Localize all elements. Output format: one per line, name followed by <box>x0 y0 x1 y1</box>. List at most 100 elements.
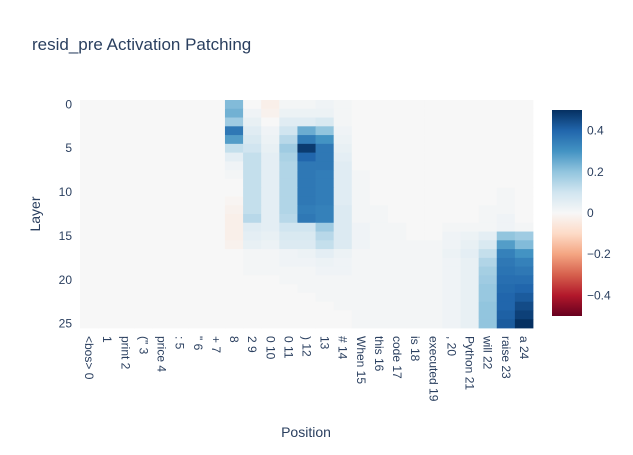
heatmap-cell <box>315 319 335 329</box>
heatmap-cell <box>98 117 117 127</box>
heatmap-cell <box>460 319 480 329</box>
heatmap-cell <box>442 222 461 232</box>
heatmap-cell <box>478 161 498 171</box>
heatmap-cell <box>98 178 117 189</box>
x-tick-label: raise 23 <box>499 336 513 379</box>
heatmap-cell <box>514 117 534 127</box>
heatmap-cell <box>116 187 135 197</box>
heatmap-cell <box>261 100 280 110</box>
heatmap-cell <box>333 222 353 232</box>
heatmap-cell <box>206 135 226 145</box>
heatmap-cell <box>424 214 443 224</box>
heatmap-cell <box>315 126 335 136</box>
heatmap-cell <box>315 187 335 197</box>
heatmap-cell <box>478 275 498 285</box>
heatmap-cell <box>188 196 208 206</box>
heatmap-cell <box>496 257 516 268</box>
heatmap-cell <box>224 135 244 145</box>
heatmap-cell <box>98 222 117 232</box>
heatmap-cell <box>152 100 171 110</box>
heatmap-cell <box>134 231 153 241</box>
heatmap-cell <box>333 187 353 197</box>
heatmap-cell <box>206 196 226 206</box>
heatmap-cell <box>460 205 480 215</box>
heatmap-cell <box>98 161 117 171</box>
heatmap-cell <box>134 222 153 232</box>
heatmap-cell <box>170 275 190 285</box>
heatmap-cell <box>442 231 461 241</box>
heatmap-cell <box>496 117 516 127</box>
heatmap-cell <box>424 108 443 118</box>
y-axis-title: Layer <box>27 196 43 231</box>
heatmap-cell <box>315 143 335 154</box>
heatmap-cell <box>514 135 534 145</box>
heatmap-cell <box>297 249 316 259</box>
heatmap-cell <box>188 249 208 259</box>
heatmap-cell <box>478 143 498 154</box>
heatmap-cell <box>315 266 335 276</box>
heatmap-cell <box>224 214 244 224</box>
heatmap-cell <box>514 214 534 224</box>
heatmap-cell <box>206 152 226 162</box>
heatmap-cell <box>496 301 516 311</box>
heatmap-cell <box>406 143 425 154</box>
heatmap-cell <box>152 240 171 250</box>
heatmap-cell <box>315 310 335 320</box>
colorbar-tick-label: 0.4 <box>587 124 604 138</box>
heatmap-cell <box>297 266 316 276</box>
heatmap-cell <box>98 292 117 303</box>
heatmap-cell <box>478 240 498 250</box>
heatmap-cell <box>188 100 208 110</box>
heatmap-cell <box>424 257 443 268</box>
heatmap-cell <box>152 178 171 189</box>
heatmap-cell <box>224 284 244 294</box>
heatmap-cell <box>261 292 280 303</box>
heatmap-cell <box>170 214 190 224</box>
heatmap-cell <box>152 292 171 303</box>
heatmap-cell <box>388 214 407 224</box>
heatmap-cell <box>369 170 389 180</box>
heatmap-cell <box>478 301 498 311</box>
heatmap-cell <box>478 205 498 215</box>
heatmap-cell <box>224 310 244 320</box>
heatmap-cell <box>514 143 534 154</box>
heatmap-cell <box>351 240 371 250</box>
heatmap-cell <box>460 161 480 171</box>
heatmap-cell <box>134 196 153 206</box>
heatmap-cell <box>188 240 208 250</box>
colorbar-tick-label: 0.2 <box>587 165 604 179</box>
heatmap-cell <box>134 178 153 189</box>
heatmap-cell <box>333 117 353 127</box>
heatmap-cell <box>496 284 516 294</box>
heatmap-cell <box>388 275 407 285</box>
heatmap-cell <box>351 249 371 259</box>
heatmap-cell <box>170 196 190 206</box>
heatmap-cell <box>152 310 171 320</box>
heatmap-cell <box>315 222 335 232</box>
heatmap-cell <box>243 187 262 197</box>
heatmap-cell <box>80 275 99 285</box>
heatmap-cell <box>351 178 371 189</box>
heatmap-cell <box>134 108 153 118</box>
heatmap-cell <box>152 170 171 180</box>
heatmap-cell <box>188 310 208 320</box>
heatmap-cell <box>424 196 443 206</box>
heatmap-cell <box>243 152 262 162</box>
heatmap-cell <box>279 161 298 171</box>
heatmap-cell <box>116 301 135 311</box>
heatmap-cell <box>98 249 117 259</box>
heatmap-cell <box>388 205 407 215</box>
heatmap-cell <box>206 108 226 118</box>
heatmap-cell <box>116 292 135 303</box>
heatmap-cell <box>351 257 371 268</box>
heatmap-cell <box>297 301 316 311</box>
heatmap-cell <box>98 266 117 276</box>
heatmap-cell <box>388 178 407 189</box>
heatmap-cell <box>243 222 262 232</box>
heatmap-cell <box>478 284 498 294</box>
y-axis-ticks: 0 5 10 15 20 25 <box>59 97 73 330</box>
heatmap-cell <box>206 275 226 285</box>
heatmap-cell <box>261 205 280 215</box>
heatmap-cell <box>369 275 389 285</box>
heatmap-cell <box>188 205 208 215</box>
